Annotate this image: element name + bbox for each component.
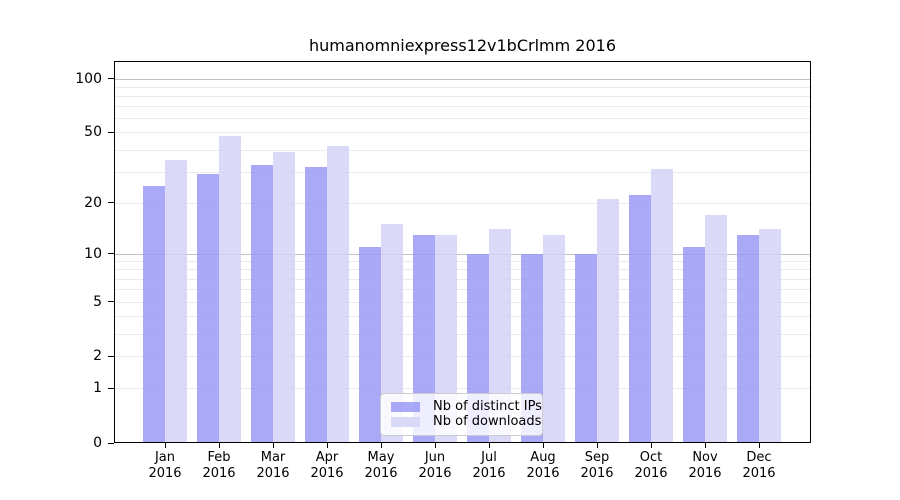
- x-tick: [434, 443, 436, 448]
- bar-nov-distinct-ips: [683, 246, 705, 443]
- y-tick: [108, 442, 114, 444]
- gridline: [114, 202, 811, 204]
- gridline: [114, 78, 811, 80]
- gridline: [114, 356, 811, 358]
- y-tick: [108, 301, 114, 303]
- bar-feb-downloads: [219, 135, 241, 443]
- gridline: [114, 333, 811, 335]
- y-tick: [108, 253, 114, 255]
- bar-apr-distinct-ips: [305, 166, 327, 443]
- x-tick-label: Oct 2016: [634, 450, 668, 481]
- x-tick: [596, 443, 598, 448]
- x-tick-label: Jun 2016: [418, 450, 452, 481]
- bar-mar-distinct-ips: [251, 164, 273, 443]
- bar-may-downloads: [381, 224, 403, 443]
- bar-jan-downloads: [165, 160, 187, 443]
- gridline: [114, 278, 811, 280]
- plot-area: Nb of distinct IPs Nb of downloads: [114, 61, 811, 443]
- legend-entry-distinct-ips: Nb of distinct IPs: [391, 400, 542, 414]
- x-tick: [326, 443, 328, 448]
- bar-jan-distinct-ips: [143, 185, 165, 443]
- bar-oct-distinct-ips: [629, 195, 651, 443]
- bar-jun-downloads: [435, 234, 457, 443]
- gridline: [114, 315, 811, 317]
- x-tick-label: May 2016: [364, 450, 398, 481]
- x-tick: [380, 443, 382, 448]
- x-tick-label: Nov 2016: [688, 450, 722, 481]
- x-tick: [218, 443, 220, 448]
- bar-aug-downloads: [543, 234, 565, 443]
- bar-feb-distinct-ips: [197, 174, 219, 443]
- x-tick: [704, 443, 706, 448]
- x-tick: [758, 443, 760, 448]
- bar-dec-downloads: [759, 229, 781, 443]
- y-tick-label: 10: [84, 245, 102, 262]
- bar-dec-distinct-ips: [737, 234, 759, 443]
- gridline: [114, 132, 811, 134]
- gridline: [114, 253, 811, 255]
- x-tick-label: Dec 2016: [742, 450, 776, 481]
- legend-label-distinct-ips: Nb of distinct IPs: [433, 399, 542, 414]
- x-tick-label: Apr 2016: [310, 450, 344, 481]
- y-tick: [108, 355, 114, 357]
- y-tick: [108, 131, 114, 134]
- y-tick-label: 5: [93, 293, 102, 310]
- x-tick-label: Jan 2016: [148, 450, 182, 481]
- y-tick-label: 0: [93, 435, 102, 451]
- gridline: [114, 301, 811, 303]
- y-tick-label: 20: [84, 194, 102, 211]
- gridline: [114, 289, 811, 291]
- x-tick-label: Feb 2016: [202, 450, 236, 481]
- bar-apr-downloads: [327, 145, 349, 443]
- bar-jun-distinct-ips: [413, 234, 435, 443]
- y-tick-label: 100: [75, 70, 102, 87]
- chart-title: humanomniexpress12v1bCrlmm 2016: [308, 36, 617, 55]
- y-tick: [108, 78, 114, 80]
- x-tick-label: Sep 2016: [580, 450, 614, 481]
- bar-nov-downloads: [705, 214, 727, 443]
- bar-may-distinct-ips: [359, 246, 381, 443]
- x-tick: [650, 443, 652, 448]
- bar-oct-downloads: [651, 169, 673, 443]
- gridline: [114, 86, 811, 88]
- bar-sep-downloads: [597, 198, 619, 443]
- gridline: [114, 261, 811, 263]
- y-tick-label: 1: [93, 380, 102, 397]
- bar-sep-distinct-ips: [575, 253, 597, 443]
- gridline: [114, 269, 811, 271]
- legend-entry-downloads: Nb of downloads: [391, 415, 541, 429]
- y-tick-label: 50: [84, 124, 102, 141]
- y-tick: [108, 387, 114, 390]
- gridline: [114, 95, 811, 97]
- legend: Nb of distinct IPs Nb of downloads: [380, 393, 543, 436]
- gridline: [114, 149, 811, 151]
- gridline: [114, 388, 811, 390]
- bar-jul-downloads: [489, 229, 511, 443]
- x-tick: [488, 443, 490, 448]
- gridline: [114, 118, 811, 120]
- bar-mar-downloads: [273, 151, 295, 443]
- legend-swatch-downloads: [391, 417, 420, 427]
- x-tick: [542, 443, 544, 448]
- legend-label-downloads: Nb of downloads: [433, 414, 542, 429]
- x-tick-label: Jul 2016: [472, 450, 506, 481]
- x-tick: [272, 443, 274, 448]
- x-tick-label: Mar 2016: [256, 450, 290, 481]
- x-tick-label: Aug 2016: [526, 450, 560, 481]
- y-tick: [108, 202, 114, 204]
- x-tick: [164, 443, 166, 448]
- legend-swatch-distinct-ips: [391, 402, 420, 412]
- y-tick-label: 2: [93, 348, 102, 365]
- gridline: [114, 171, 811, 173]
- gridline: [114, 106, 811, 108]
